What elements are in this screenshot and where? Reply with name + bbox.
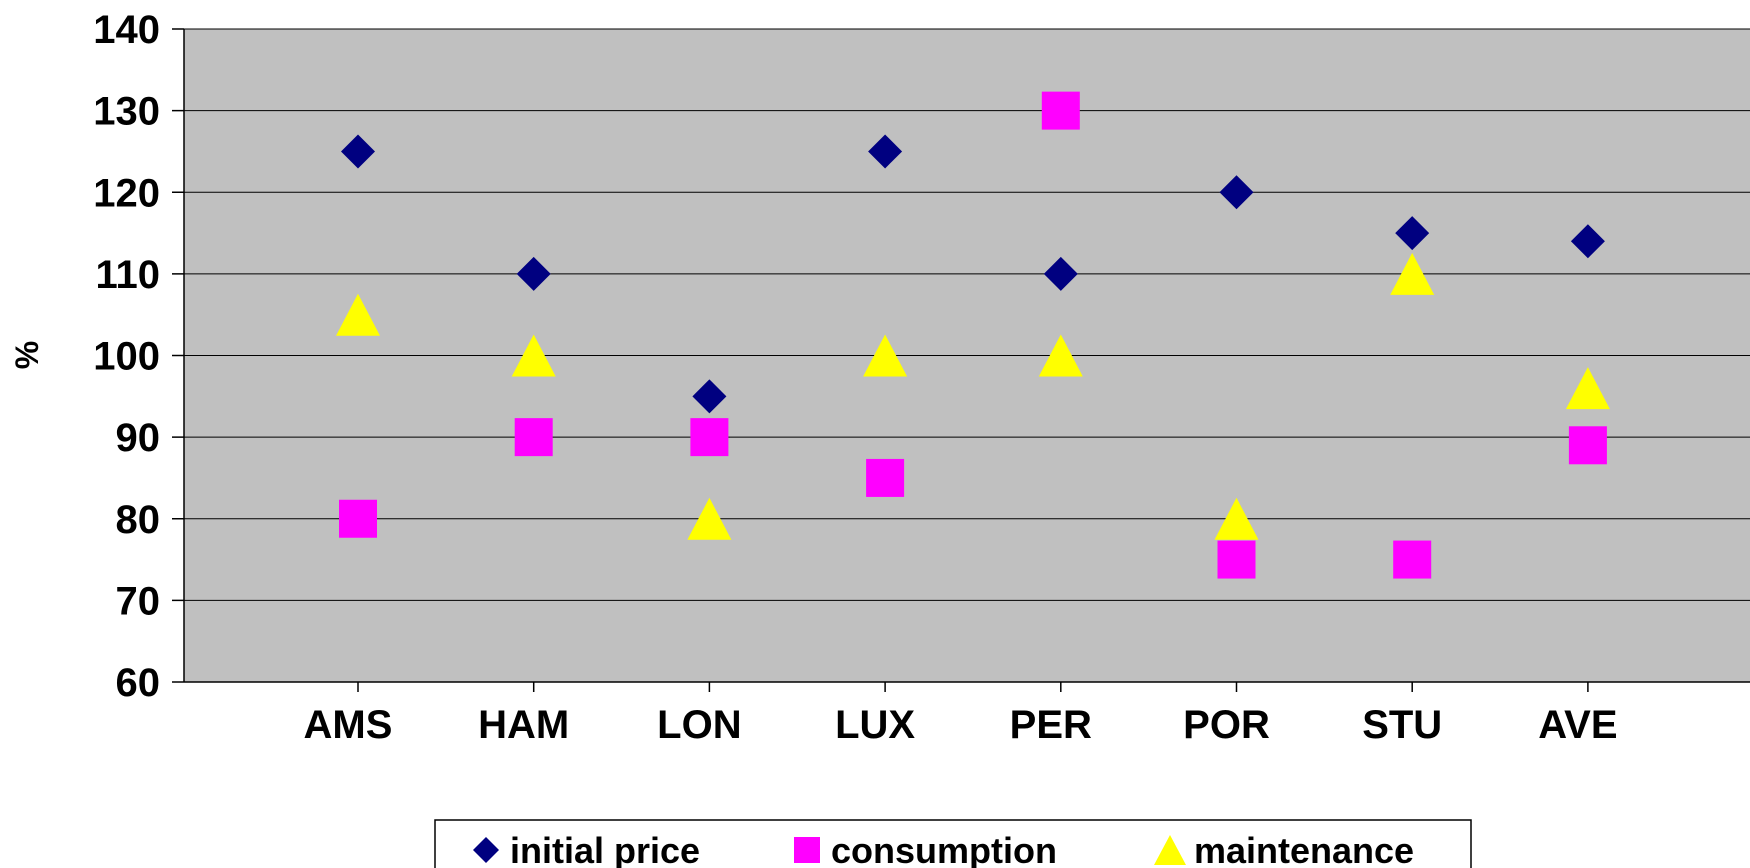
point-initial-price [692,379,727,414]
point-maintenance [687,497,732,540]
point-consumption [1568,426,1607,465]
y-tick-label: 110 [95,253,160,297]
point-initial-price [868,134,903,169]
y-tick-label: 120 [93,171,160,215]
x-tick-label: HAM [478,703,569,747]
point-initial-price [1570,224,1605,259]
point-maintenance [1214,497,1259,540]
legend-box [434,819,1472,868]
x-tick-label: LUX [835,703,915,747]
point-initial-price [341,134,375,169]
x-tick-label: AVE [1538,703,1617,747]
x-tick-label: LON [657,703,741,747]
data-points [336,91,1610,579]
point-initial-price [1219,175,1254,210]
y-tick-label: 90 [116,416,161,460]
y-tick-label: 100 [93,335,160,379]
point-consumption [1393,540,1432,579]
x-tick-labels: AMS HAM LON LUX PER POR STU AVE [304,703,1618,747]
point-consumption [1041,91,1080,130]
point-initial-price [516,256,551,291]
point-consumption [1217,540,1256,579]
y-axis-label: % [9,341,45,369]
legend-label-initial-price: initial price [510,830,700,868]
y-tick-label: 70 [116,579,161,623]
point-maintenance [863,334,908,377]
point-consumption [514,418,553,457]
legend-marker-consumption [794,837,820,863]
y-tick-label: 80 [116,498,161,542]
point-maintenance [511,334,556,377]
axes [172,28,1750,692]
legend-label-maintenance: maintenance [1194,830,1414,868]
point-maintenance [336,293,380,336]
y-tick-label: 140 [93,8,160,52]
point-maintenance [1390,252,1435,295]
point-maintenance [1565,367,1610,410]
gridlines [184,28,1750,601]
legend: initial price consumption maintenance [434,819,1472,868]
y-tick-label: 130 [93,90,160,134]
legend-label-consumption: consumption [831,830,1057,868]
legend-marker-maintenance [1154,835,1186,865]
x-tick-label: AMS [304,703,393,747]
x-tick-label: STU [1362,703,1442,747]
point-maintenance [1038,334,1083,377]
y-tick-label: 60 [116,661,161,705]
point-initial-price [1043,256,1078,291]
x-tick-label: PER [1010,703,1092,747]
point-consumption [339,499,377,538]
point-initial-price [1395,216,1430,251]
y-tick-labels: 60 70 80 90 100 110 120 130 140 [93,8,160,705]
legend-marker-initial-price [473,837,499,863]
point-consumption [866,458,905,497]
x-tick-label: POR [1183,703,1270,747]
point-consumption [690,418,729,457]
